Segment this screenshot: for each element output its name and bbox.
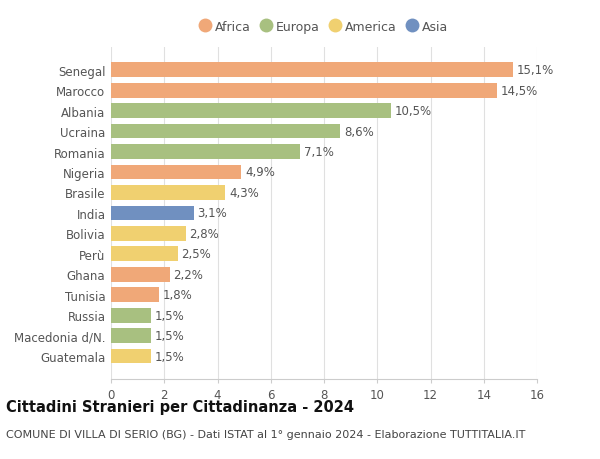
Legend: Africa, Europa, America, Asia: Africa, Europa, America, Asia: [197, 18, 451, 36]
Text: 14,5%: 14,5%: [501, 84, 538, 97]
Bar: [111, 104, 391, 119]
Text: 7,1%: 7,1%: [304, 146, 334, 159]
Text: 1,5%: 1,5%: [155, 350, 185, 363]
Bar: [111, 288, 159, 302]
Bar: [111, 124, 340, 139]
Text: 10,5%: 10,5%: [395, 105, 431, 118]
Text: 2,2%: 2,2%: [173, 268, 203, 281]
Text: 3,1%: 3,1%: [197, 207, 227, 220]
Bar: [111, 63, 513, 78]
Bar: [111, 165, 241, 180]
Text: 1,5%: 1,5%: [155, 309, 185, 322]
Text: 4,3%: 4,3%: [229, 186, 259, 200]
Bar: [111, 308, 151, 323]
Bar: [111, 226, 185, 241]
Bar: [111, 206, 194, 221]
Bar: [111, 84, 497, 98]
Text: 1,8%: 1,8%: [163, 289, 193, 302]
Text: 4,9%: 4,9%: [245, 166, 275, 179]
Text: 1,5%: 1,5%: [155, 330, 185, 342]
Bar: [111, 186, 226, 201]
Text: 15,1%: 15,1%: [517, 64, 554, 77]
Bar: [111, 267, 170, 282]
Text: COMUNE DI VILLA DI SERIO (BG) - Dati ISTAT al 1° gennaio 2024 - Elaborazione TUT: COMUNE DI VILLA DI SERIO (BG) - Dati IST…: [6, 429, 526, 439]
Text: 8,6%: 8,6%: [344, 125, 374, 138]
Bar: [111, 329, 151, 343]
Bar: [111, 247, 178, 262]
Bar: [111, 349, 151, 364]
Bar: [111, 145, 300, 160]
Text: Cittadini Stranieri per Cittadinanza - 2024: Cittadini Stranieri per Cittadinanza - 2…: [6, 399, 354, 414]
Text: 2,5%: 2,5%: [182, 248, 211, 261]
Text: 2,8%: 2,8%: [190, 227, 219, 241]
